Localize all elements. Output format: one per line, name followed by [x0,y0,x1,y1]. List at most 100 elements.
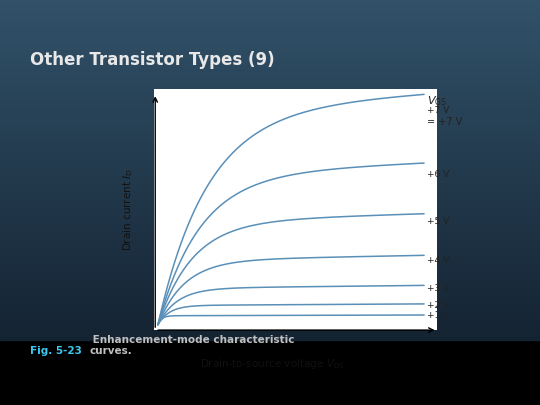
Bar [0,142,540,146]
Bar [0,61,540,65]
Bar [0,235,540,239]
Bar [0,186,540,190]
Bar [0,12,540,16]
Bar [0,304,540,308]
Text: +2 V: +2 V [428,301,450,310]
Bar [0,263,540,267]
Bar [0,45,540,49]
Bar [0,93,540,97]
Text: Other Transistor Types (9): Other Transistor Types (9) [30,51,274,69]
Bar [0,267,540,271]
Bar [0,397,540,401]
Bar [0,101,540,105]
Bar [0,65,540,69]
Bar [0,49,540,53]
Bar [0,223,540,227]
Bar [0,231,540,235]
Bar [0,215,540,219]
Bar [0,182,540,186]
Bar [0,300,540,304]
Bar [0,194,540,198]
Bar [0,288,540,292]
Text: = +7 V: = +7 V [428,117,463,127]
Bar [0,97,540,101]
Bar [0,20,540,24]
Bar [0,348,540,352]
Bar [0,89,540,93]
Bar [0,211,540,215]
Text: Drain-to-source voltage $\it{V}$$_{\rm{DS}}$: Drain-to-source voltage $\it{V}$$_{\rm{D… [200,356,346,371]
Bar [0,109,540,113]
Bar [0,389,540,393]
Text: Fig. 5-23: Fig. 5-23 [30,346,82,356]
Bar [0,134,540,138]
Bar [0,138,540,142]
Bar [0,36,540,40]
Bar [0,320,540,324]
Bar [0,150,540,154]
Text: Enhancement-mode characteristic
curves.: Enhancement-mode characteristic curves. [89,335,295,356]
Text: +3 V: +3 V [428,284,450,293]
Bar [0,247,540,251]
Bar [0,154,540,158]
Bar [0,158,540,162]
Bar [0,105,540,109]
Bar [0,360,540,364]
Bar [0,207,540,211]
Bar [0,190,540,194]
Bar [0,373,540,377]
Bar [0,336,540,340]
Text: $\it{V}$$_{\rm{GS}}$: $\it{V}$$_{\rm{GS}}$ [428,94,448,108]
Bar [0,0,540,4]
Bar [0,279,540,284]
Bar [0,8,540,12]
Bar [0,251,540,255]
Bar [0,57,540,61]
Bar [0,53,540,57]
Bar [0,198,540,202]
Bar [0,16,540,20]
Bar [0,227,540,231]
Bar [0,162,540,166]
Bar [0,146,540,150]
Bar [0,28,540,32]
Bar [0,284,540,288]
Bar [0,296,540,300]
Bar [0,243,540,247]
Bar [0,202,540,207]
Bar [0,259,540,263]
Bar [0,81,540,85]
Bar [0,117,540,121]
Bar [0,312,540,316]
Bar [0,130,540,134]
Bar [0,275,540,279]
Bar [0,69,540,73]
Bar [0,122,540,126]
Bar [0,328,540,332]
Bar [0,381,540,385]
Bar [0,340,540,344]
Text: +1 V: +1 V [428,311,450,320]
Bar [0,170,540,174]
Bar [0,324,540,328]
Bar [0,308,540,312]
Text: +7 V: +7 V [428,106,450,115]
Bar [0,356,540,360]
Bar [0,255,540,259]
Bar [0,292,540,296]
Bar [0,344,540,348]
Bar [0,364,540,369]
Bar [0,73,540,77]
Bar [0,271,540,275]
Bar [0,24,540,28]
Bar [0,32,540,36]
Text: +4 V: +4 V [428,256,450,265]
Bar [0,178,540,182]
Bar [0,219,540,223]
Bar [0,239,540,243]
Bar [0,77,540,81]
Bar [0,401,540,405]
Bar [0,377,540,381]
Bar [0,352,540,356]
Bar [0,85,540,89]
